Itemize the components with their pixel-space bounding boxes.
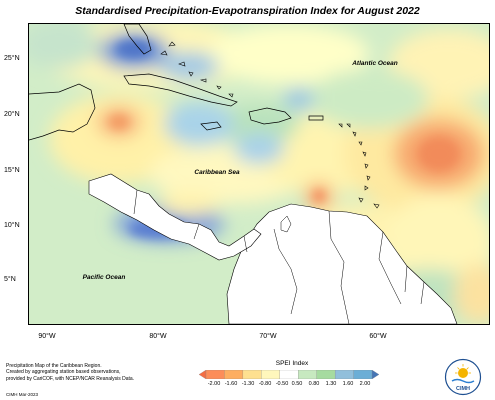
spei-map-canvas: Atlantic Ocean Caribbean Sea Pacific Oce… [29,24,489,324]
legend-tick: 2.00 [359,381,371,387]
legend-swatch [205,370,225,379]
jamaica-outline [200,121,222,131]
legend-swatch [242,370,262,379]
lat-label-5n: 5°N [4,276,16,283]
credits-stamp: CIMH Mar-2023 [6,392,39,397]
credits-line-2: Created by aggregating station based obs… [6,369,121,376]
lat-label-15n: 15°N [4,167,20,174]
puerto-rico-outline [308,115,324,121]
legend-swatch [334,370,355,379]
cimh-logo: CIMH [444,358,482,396]
map-title: Standardised Precipitation-Evapotranspir… [75,5,420,17]
lon-label-60w: 60°W [369,333,387,340]
credits-line-3: provided by CariCOF, with NCEP/NCAR Rean… [6,375,135,382]
lat-label-20n: 20°N [4,111,20,118]
atlantic-ocean-label: Atlantic Ocean [351,60,398,67]
hispaniola-outline [248,107,292,125]
cuba-outline [123,73,238,107]
lat-label-10n: 10°N [4,222,20,229]
lon-label-90w: 90°W [38,333,56,340]
caribbean-sea-label: Caribbean Sea [194,169,240,176]
map-credits: Precipitation Map of the Caribbean Regio… [6,363,134,382]
legend-swatch [316,370,336,379]
legend-swatch [353,370,373,379]
logo-text: CIMH [456,386,470,392]
lat-label-25n: 25°N [4,55,20,62]
legend-swatch [261,370,281,379]
pacific-ocean-label: Pacific Ocean [83,274,126,281]
legend-colorbar [199,370,379,379]
lon-label-80w: 80°W [149,333,167,340]
yucatan-outline [29,83,96,141]
legend-tick: -1.30 [241,381,255,387]
bahamas-outline [160,41,234,98]
legend-tick: 1.60 [342,381,354,387]
legend-swatch [371,370,379,379]
legend-swatch [279,370,299,379]
credits-line-1: Precipitation Map of the Caribbean Regio… [6,363,102,369]
legend-title: SPEI Index [275,360,309,367]
lon-label-70w: 70°W [259,333,277,340]
legend-tick: 0.80 [308,381,320,387]
country-borders [133,189,425,324]
legend-swatch [298,370,318,379]
legend-tick: -0.80 [258,381,272,387]
spei-map: Atlantic Ocean Caribbean Sea Pacific Oce… [28,23,490,325]
wave-icon [451,378,475,384]
legend-tick: -0.50 [275,381,289,387]
florida-outline [123,24,152,55]
legend-tick: -2.00 [207,381,221,387]
legend-tick: 1.30 [325,381,337,387]
central-america-landmass [88,173,262,261]
sun-icon [458,368,468,378]
legend-swatch [224,370,244,379]
lake-maracaibo [280,215,292,233]
legend-swatch [199,370,207,379]
legend-tick: 0.50 [291,381,303,387]
legend-tick: -1.60 [224,381,238,387]
lesser-antilles-outline [338,123,380,209]
